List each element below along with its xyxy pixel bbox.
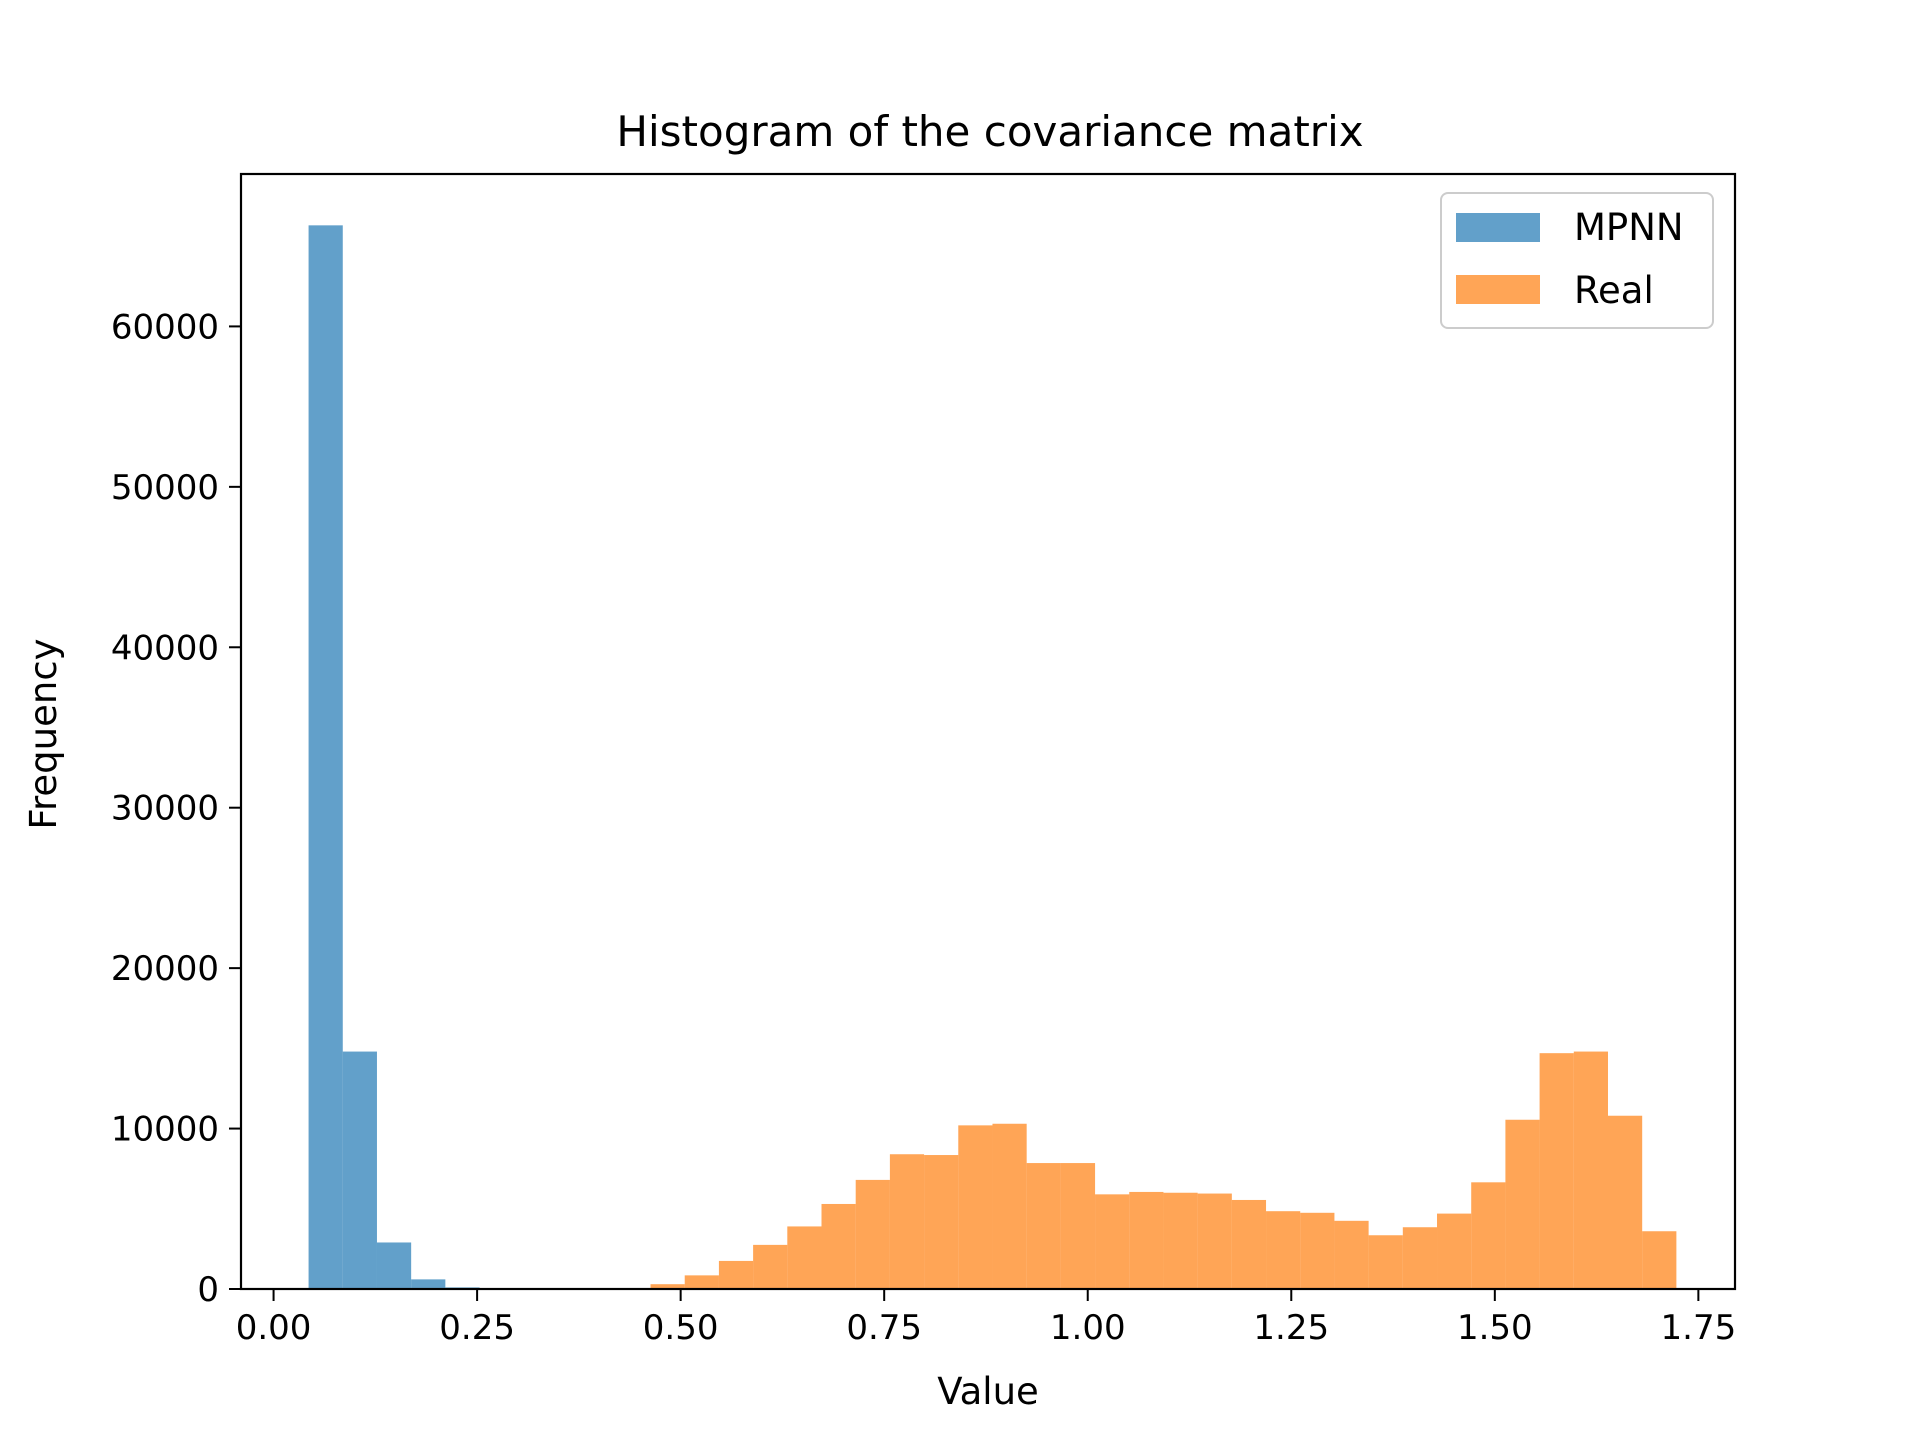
bar-mpnn-0 <box>308 225 343 1289</box>
y-tick-label-2: 20000 <box>111 949 219 989</box>
y-tick-label-3: 30000 <box>111 789 219 829</box>
x-tick-label-6: 1.50 <box>1457 1308 1533 1348</box>
bar-real-27 <box>1573 1051 1608 1289</box>
bar-mpnn-3 <box>411 1279 446 1289</box>
bar-real-18 <box>1266 1211 1301 1289</box>
bar-real-10 <box>992 1123 1027 1289</box>
bar-real-13 <box>1095 1194 1130 1289</box>
bar-real-14 <box>1129 1191 1164 1289</box>
bar-real-21 <box>1368 1235 1403 1289</box>
bar-real-1 <box>684 1275 719 1289</box>
bar-real-8 <box>924 1155 959 1289</box>
bar-real-9 <box>958 1125 993 1289</box>
y-tick-label-4: 40000 <box>111 628 219 668</box>
bar-real-0 <box>650 1284 685 1289</box>
bar-real-12 <box>1060 1163 1096 1289</box>
x-tick-label-1: 0.25 <box>439 1308 515 1348</box>
bar-real-7 <box>889 1154 925 1289</box>
x-tick-label-7: 1.75 <box>1661 1308 1737 1348</box>
bar-real-28 <box>1607 1115 1643 1289</box>
y-tick-label-0: 0 <box>197 1270 219 1310</box>
bar-real-5 <box>821 1203 856 1289</box>
legend: MPNN Real <box>1440 192 1714 329</box>
bar-real-29 <box>1642 1231 1677 1289</box>
x-tick-label-0: 0.00 <box>236 1308 312 1348</box>
y-axis-label: Frequency <box>22 638 65 829</box>
histogram-bars <box>308 225 1677 1290</box>
y-tick-label-6: 60000 <box>111 307 219 347</box>
bar-real-3 <box>753 1244 788 1289</box>
y-axis-ticks: 0 10000 20000 30000 40000 50000 60000 <box>111 307 241 1310</box>
bar-real-4 <box>787 1226 822 1289</box>
legend-label-mpnn: MPNN <box>1574 206 1684 249</box>
bar-real-17 <box>1231 1199 1267 1289</box>
bar-real-20 <box>1334 1220 1369 1289</box>
bar-real-23 <box>1437 1213 1472 1289</box>
x-tick-label-3: 0.75 <box>846 1308 922 1348</box>
bar-real-11 <box>1026 1163 1061 1289</box>
bar-real-22 <box>1402 1227 1438 1289</box>
bar-mpnn-1 <box>342 1051 377 1289</box>
x-tick-label-5: 1.25 <box>1253 1308 1329 1348</box>
bar-real-16 <box>1197 1193 1232 1289</box>
y-tick-label-5: 50000 <box>111 468 219 508</box>
bar-mpnn-2 <box>376 1242 412 1289</box>
x-tick-label-4: 1.00 <box>1050 1308 1126 1348</box>
bar-real-15 <box>1163 1192 1198 1289</box>
x-axis-ticks: 0.00 0.25 0.50 0.75 1.00 1.25 1.50 1.75 <box>236 1289 1736 1348</box>
bar-real-6 <box>855 1179 890 1289</box>
bar-real-25 <box>1505 1119 1540 1289</box>
legend-swatch-real <box>1456 275 1540 304</box>
x-axis-label: Value <box>937 1370 1039 1413</box>
legend-label-real: Real <box>1574 269 1654 312</box>
bar-real-2 <box>718 1260 754 1289</box>
chart-title: Histogram of the covariance matrix <box>616 107 1363 156</box>
y-tick-label-1: 10000 <box>111 1110 219 1150</box>
bar-real-26 <box>1539 1053 1574 1289</box>
plot-frame <box>239 172 1737 1291</box>
x-tick-label-2: 0.50 <box>643 1308 719 1348</box>
bar-real-19 <box>1300 1212 1335 1289</box>
legend-swatch-mpnn <box>1456 213 1540 242</box>
bar-real-24 <box>1471 1182 1506 1289</box>
